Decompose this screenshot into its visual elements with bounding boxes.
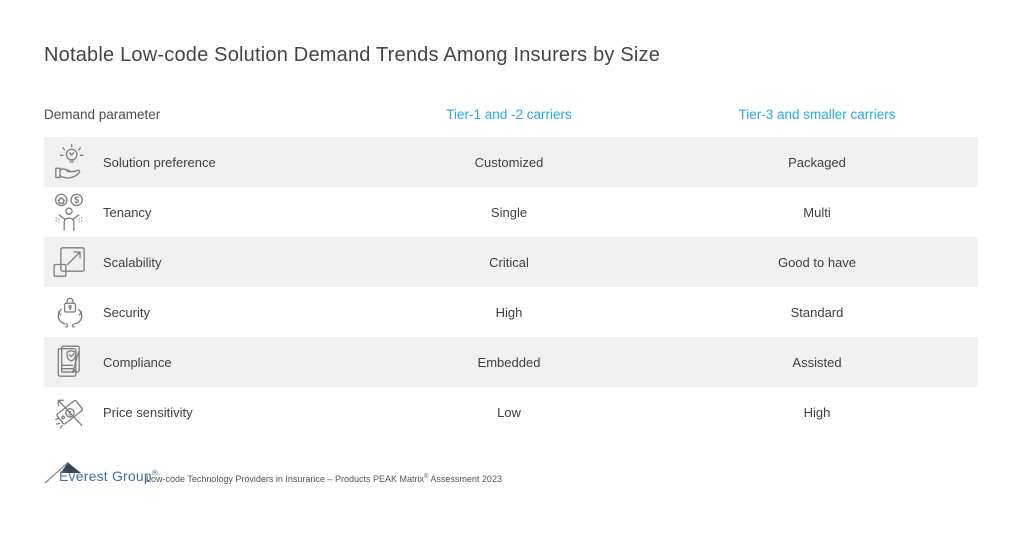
security-lock-hands-icon bbox=[50, 292, 90, 332]
scalability-expand-icon bbox=[50, 242, 90, 282]
tier12-value: High bbox=[495, 304, 523, 320]
parameter-label: Price sensitivity bbox=[103, 404, 193, 420]
parameter-cell: Compliance bbox=[44, 342, 392, 382]
parameter-label: Tenancy bbox=[103, 204, 152, 220]
tier12-value: Single bbox=[490, 204, 528, 220]
tier12-value: Critical bbox=[489, 254, 529, 270]
tenancy-person-icon: $ bbox=[50, 192, 90, 232]
tier3-value: Good to have bbox=[777, 254, 857, 270]
parameter-cell: $ Tenancy bbox=[44, 192, 392, 232]
parameter-label: Solution preference bbox=[103, 154, 216, 170]
header-demand-parameter: Demand parameter bbox=[44, 107, 161, 122]
demand-trends-table: Solution preference Customized Packaged … bbox=[44, 137, 978, 437]
footer: Everest Group® Low-code Technology Provi… bbox=[44, 456, 744, 496]
mountain-peak-icon bbox=[44, 461, 81, 484]
table-row-scalability: Scalability Critical Good to have bbox=[44, 237, 978, 287]
tier12-value: Embedded bbox=[477, 354, 541, 370]
price-tag-icon: $ bbox=[50, 392, 90, 432]
everest-group-logo: Everest Group® bbox=[44, 456, 184, 492]
tier12-value: Low bbox=[497, 404, 521, 420]
table-row-tenancy: $ Tenancy Single Multi bbox=[44, 187, 978, 237]
source-note: Low-code Technology Providers in Insuran… bbox=[146, 474, 502, 484]
logo-wordmark: Everest Group® bbox=[59, 468, 158, 484]
table-row-price-sensitivity: $ Price sensitivity Low High bbox=[44, 387, 978, 437]
lightbulb-hand-icon bbox=[50, 142, 90, 182]
tier3-value: Packaged bbox=[788, 154, 846, 170]
parameter-cell: Solution preference bbox=[44, 142, 392, 182]
tier3-value: Standard bbox=[790, 304, 844, 320]
compliance-document-icon bbox=[50, 342, 90, 382]
tier3-value: Assisted bbox=[792, 354, 842, 370]
header-tier3-carriers: Tier-3 and smaller carriers bbox=[738, 107, 896, 122]
table-row-security: Security High Standard bbox=[44, 287, 978, 337]
parameter-cell: Scalability bbox=[44, 242, 392, 282]
tier3-value: Multi bbox=[803, 204, 831, 220]
header-tier1-2-carriers: Tier-1 and -2 carriers bbox=[446, 107, 572, 122]
tier3-value: High bbox=[803, 404, 831, 420]
parameter-cell: Security bbox=[44, 292, 392, 332]
parameter-label: Security bbox=[103, 304, 150, 320]
parameter-cell: $ Price sensitivity bbox=[44, 392, 392, 432]
tier12-value: Customized bbox=[474, 154, 544, 170]
table-row-compliance: Compliance Embedded Assisted bbox=[44, 337, 978, 387]
table-header: Demand parameter Tier-1 and -2 carriers … bbox=[44, 107, 978, 122]
table-row-solution-preference: Solution preference Customized Packaged bbox=[44, 137, 978, 187]
svg-text:$: $ bbox=[68, 411, 72, 418]
parameter-label: Compliance bbox=[103, 354, 172, 370]
page-title: Notable Low-code Solution Demand Trends … bbox=[44, 44, 661, 66]
parameter-label: Scalability bbox=[103, 254, 162, 270]
svg-text:$: $ bbox=[74, 195, 79, 205]
